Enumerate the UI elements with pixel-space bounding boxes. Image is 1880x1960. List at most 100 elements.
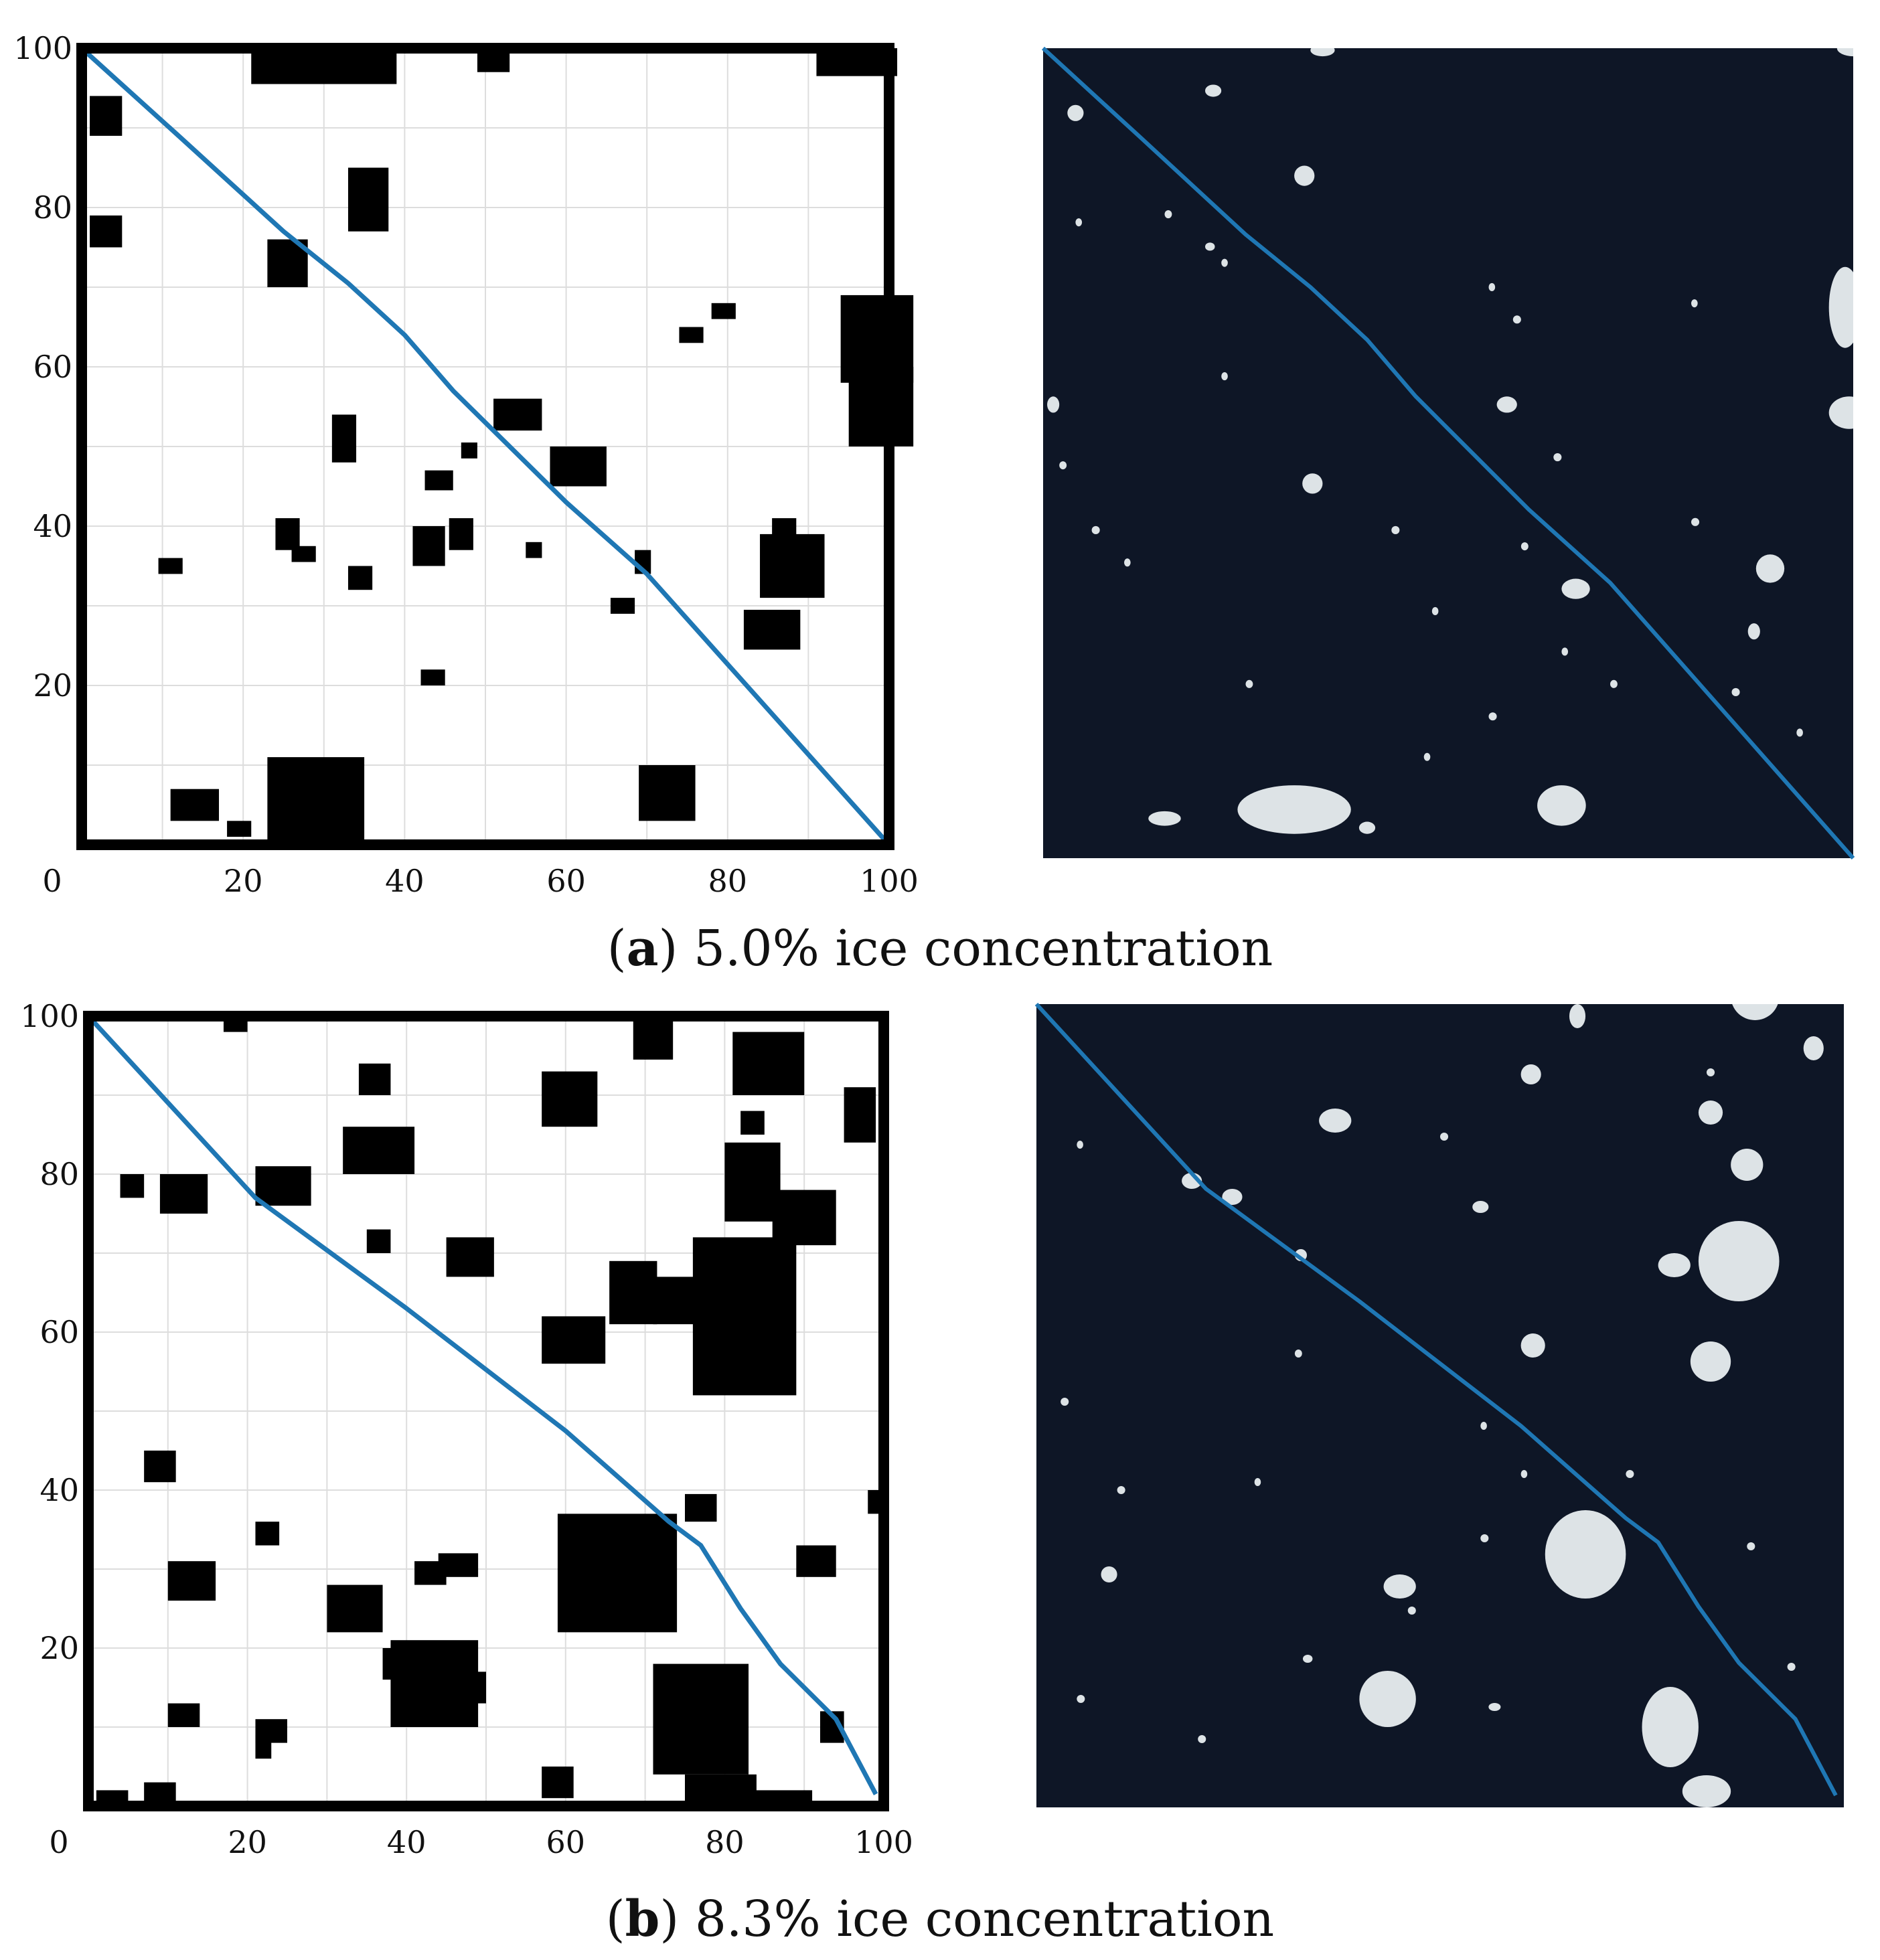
ice-obstacle — [610, 598, 635, 614]
ice-floe — [1117, 1486, 1125, 1494]
ice-floe — [1747, 1542, 1755, 1550]
ice-floe — [1553, 453, 1562, 462]
ice-obstacle — [347, 167, 389, 232]
ice-floe — [1796, 728, 1803, 737]
caption-a-text: 5.0% ice concentration — [693, 920, 1273, 977]
ice-floe — [1407, 1607, 1416, 1615]
caption-a-label: a — [626, 920, 659, 977]
x-tick-label: 0 — [42, 863, 62, 899]
ice-obstacle — [158, 558, 183, 574]
ice-floe — [1691, 299, 1698, 308]
ice-obstacle — [796, 1545, 836, 1577]
ice-floe — [1221, 372, 1228, 381]
ice-floe — [1569, 1004, 1586, 1028]
ice-floe — [1706, 1068, 1715, 1076]
ice-obstacle — [844, 1087, 876, 1143]
panel-b-group: 0 20 40 60 80 100 20 40 60 80 100 — [20, 998, 1844, 1860]
x-tick-label: 60 — [546, 863, 586, 899]
ice-floe — [1310, 48, 1335, 57]
ice-obstacle — [462, 1671, 486, 1704]
ice-obstacle — [542, 1316, 606, 1364]
ice-floe — [1205, 242, 1215, 251]
photo-path-line — [1034, 1002, 1838, 1797]
ice-obstacle — [343, 1127, 415, 1174]
panel-a-group: 0 20 40 60 80 100 20 40 60 80 100 — [13, 30, 1855, 899]
ice-obstacle — [255, 1522, 280, 1546]
ice-floe — [1803, 1036, 1824, 1060]
ice-floe — [1480, 1422, 1487, 1430]
photo-path-line — [1041, 46, 1855, 860]
ice-floe — [1164, 210, 1172, 219]
ice-obstacle — [255, 1734, 272, 1759]
x-tick-label: 80 — [708, 863, 748, 899]
ice-floe — [1059, 461, 1067, 470]
ice-obstacle — [446, 1237, 494, 1277]
x-tick-label: 20 — [224, 863, 263, 899]
map-plot-b: 0 20 40 60 80 100 20 40 60 80 100 — [20, 998, 913, 1860]
ice-obstacle — [170, 789, 220, 821]
x-tick-label: 40 — [385, 863, 424, 899]
ice-floe — [1520, 1064, 1541, 1084]
ice-floe — [1682, 1775, 1731, 1807]
ice-floe — [1732, 1004, 1778, 1020]
ice-floe — [1047, 396, 1060, 413]
photo-sea — [1036, 1004, 1844, 1807]
ice-obstacle — [772, 518, 797, 550]
ice-obstacle — [267, 757, 365, 845]
ice-floe — [1359, 1671, 1416, 1727]
ice-floe — [1488, 282, 1496, 292]
ice-floe — [1836, 48, 1853, 57]
ice-floe — [1124, 558, 1131, 567]
ice-floe — [1520, 542, 1529, 551]
ice-floe — [1254, 1478, 1261, 1486]
ice-floe — [1496, 396, 1517, 413]
ice-floe — [1302, 1655, 1313, 1663]
ice-obstacle — [639, 765, 696, 821]
ice-floe — [1561, 647, 1569, 656]
ice-obstacle — [327, 1584, 383, 1633]
ice-obstacle — [848, 367, 914, 446]
ice-floe — [1610, 679, 1618, 688]
ice-floe — [1828, 396, 1853, 429]
ice-floe — [1061, 1398, 1069, 1406]
path-line — [86, 1014, 878, 1795]
x-tick-label: 0 — [49, 1824, 68, 1860]
ice-floe — [1690, 1341, 1731, 1382]
ice-floe — [1319, 1109, 1352, 1133]
y-tick-label: 40 — [40, 1472, 79, 1508]
x-tick-label: 20 — [228, 1824, 267, 1860]
photo-b — [1034, 1002, 1844, 1807]
ice-obstacle — [461, 442, 477, 459]
x-tick-label: 40 — [387, 1824, 426, 1860]
ice-floe — [1067, 104, 1084, 121]
ice-obstacle — [550, 446, 607, 487]
caption-b-text: 8.3% ice concentration — [694, 1890, 1275, 1948]
photo-sea — [1043, 48, 1853, 858]
ice-obstacle — [542, 1767, 574, 1799]
y-tick-label: 20 — [33, 667, 72, 704]
ice-obstacle — [542, 1071, 598, 1127]
ice-obstacle — [679, 327, 704, 343]
ice-floe — [1537, 785, 1586, 826]
ice-floe — [1545, 1510, 1626, 1599]
ice-obstacle — [685, 1493, 717, 1522]
caption-b: (b) 8.3% ice concentration — [605, 1890, 1275, 1948]
ice-floe — [1302, 473, 1323, 494]
ice-obstacle — [275, 518, 300, 550]
caption-b-label: b — [625, 1890, 660, 1948]
ice-floe — [1488, 712, 1497, 721]
ice-floe — [1480, 1534, 1489, 1542]
ice-obstacle — [251, 48, 397, 84]
ice-obstacle — [449, 518, 473, 550]
ice-obstacle — [493, 398, 542, 431]
path-line — [80, 46, 891, 847]
map-frame — [76, 43, 894, 850]
ice-floe — [1747, 623, 1760, 640]
ice-floe — [1391, 525, 1400, 534]
ice-obstacle — [144, 1451, 176, 1483]
ice-obstacle — [227, 821, 252, 837]
ice-floe — [1626, 1470, 1634, 1478]
ice-floe — [1512, 315, 1521, 324]
ice-obstacle — [772, 1190, 836, 1246]
